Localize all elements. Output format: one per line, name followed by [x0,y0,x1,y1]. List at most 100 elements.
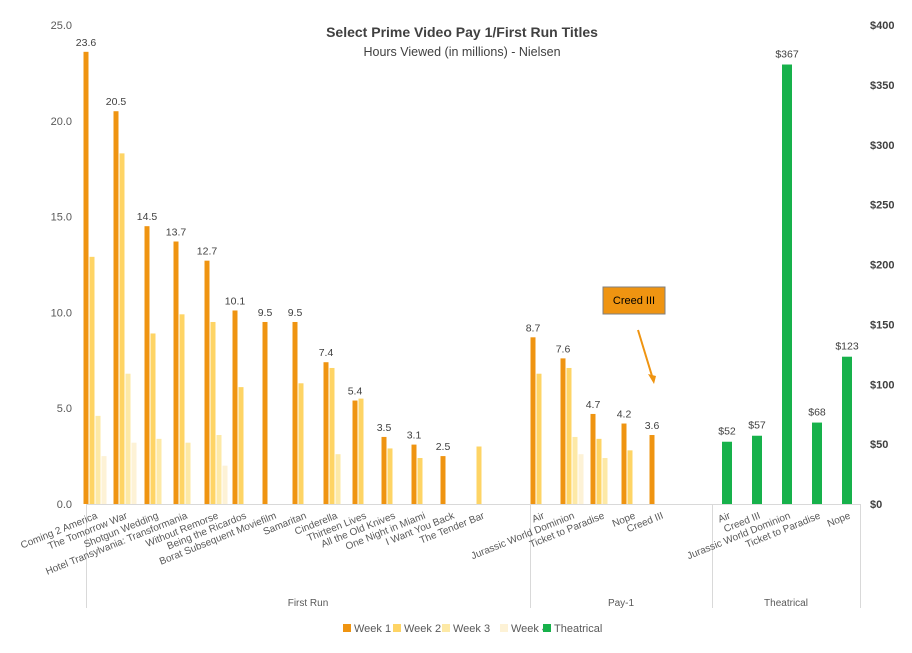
legend-swatch [500,624,508,632]
data-label: 3.6 [645,420,660,432]
bar-week-1 [381,436,387,504]
bar-week-2 [536,373,542,504]
bar-week-1 [560,358,566,504]
data-label: 3.1 [407,430,422,442]
bar-week-1 [649,435,655,504]
bar-week-2 [566,367,572,504]
bar-week-1 [411,444,417,504]
right-axis: $0 $50 $100 $150 $200 $250 $300 $350 $400 [870,20,894,511]
left-axis-tick: 15.0 [51,212,72,224]
left-axis-tick: 25.0 [51,20,72,32]
legend-swatch [393,624,401,632]
data-label: 7.6 [556,343,571,355]
bar-week-3 [185,442,191,504]
annotation: Creed III [602,286,666,384]
bar-week-3 [602,458,608,504]
data-label: $52 [718,426,736,438]
bar-week-2 [387,448,393,504]
bar-theatrical [722,441,732,504]
bar-week-4 [131,442,137,504]
bar-week-4 [101,456,107,504]
data-labels: 23.6 20.5 14.5 13.7 12.7 10.1 9.5 9.5 7.4 5.4 3.5 3… [76,37,859,453]
annotation-box [602,286,666,315]
data-label: 4.2 [617,409,632,421]
bar-week-2 [150,333,156,504]
data-label: 14.5 [137,211,158,223]
bar-week-1 [204,260,210,504]
data-label: 13.7 [166,227,187,239]
data-label: 23.6 [76,37,97,49]
legend-label: Week 2 [404,623,441,635]
bar-week-1 [83,51,89,504]
bar-week-3 [335,454,341,504]
bar-week-1 [440,456,446,504]
bar-theatrical [752,435,762,504]
group-label: Theatrical [764,598,808,609]
category-label: Nope [826,510,853,529]
chart-title: Select Prime Video Pay 1/First Run Title… [326,24,598,40]
annotation-arrow [637,329,653,377]
bar-week-2 [238,387,244,504]
data-label: 2.5 [436,441,451,453]
right-axis-tick: $350 [870,80,894,92]
left-axis-tick: 10.0 [51,307,72,319]
bar-theatrical [782,64,792,504]
annotation-arrowhead [648,374,656,384]
right-axis-tick: $300 [870,140,894,152]
bar-week-3 [572,436,578,504]
data-label: $57 [748,420,766,432]
group-label: Pay-1 [608,598,635,609]
chart-subtitle: Hours Viewed (in millions) - Nielsen [363,45,560,59]
left-axis-tick: 0.0 [57,499,72,511]
data-label: 9.5 [288,307,303,319]
legend-swatch [543,624,551,632]
annotation-text: Creed III [613,295,655,307]
legend-swatch [343,624,351,632]
bar-week-1 [232,310,238,504]
bar-week-1 [292,321,298,504]
right-axis-tick: $400 [870,20,894,32]
bar-week-1 [590,413,596,504]
bar-week-1 [621,423,627,504]
data-label: 3.5 [377,422,392,434]
legend-label: Theatrical [554,623,602,635]
bar-week-3 [125,373,131,504]
bar-week-2 [417,458,423,504]
bars [83,51,852,504]
category-label: Air [717,510,733,525]
data-label: $367 [775,49,799,61]
right-axis-tick: $0 [870,499,882,511]
bar-week-2 [298,383,304,504]
left-axis-tick: 5.0 [57,403,72,415]
data-label: 12.7 [197,246,218,258]
bar-theatrical [812,422,822,504]
bar-week-3 [156,438,162,504]
bar-week-2 [627,450,633,504]
left-axis: 0.0 5.0 10.0 15.0 20.0 25.0 [51,20,72,511]
data-label: $123 [835,341,859,353]
legend-label: Week 3 [453,623,490,635]
bar-week-1 [113,111,119,504]
legend-label: Week 1 [354,623,391,635]
legend-label: Week 4 [511,623,548,635]
data-label: 8.7 [526,322,541,334]
bar-week-4 [578,454,584,504]
data-label: 5.4 [348,386,363,398]
data-label: 9.5 [258,307,273,319]
right-axis-tick: $50 [870,439,888,451]
legend: Week 1 Week 2 Week 3 Week 4 Theatrical [343,623,602,635]
right-axis-tick: $200 [870,260,894,272]
bar-week-1 [352,400,358,504]
bar-week-2 [89,256,95,504]
bar-week-3 [216,435,222,504]
legend-swatch [442,624,450,632]
bar-week-2 [119,153,125,504]
right-axis-tick: $100 [870,379,894,391]
bar-week-2 [358,398,364,504]
data-label: 4.7 [586,399,601,411]
bar-week-1 [323,362,329,504]
right-axis-tick: $250 [870,200,894,212]
category-label: Air [531,510,547,525]
